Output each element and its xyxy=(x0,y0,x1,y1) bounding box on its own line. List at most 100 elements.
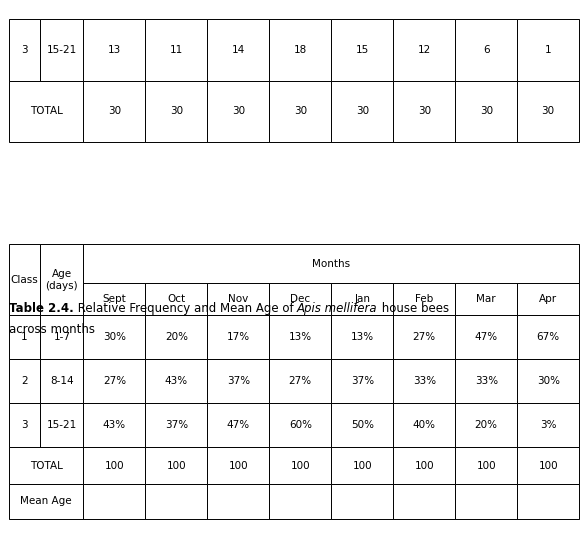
Bar xyxy=(145,359,208,403)
Text: 3: 3 xyxy=(21,420,28,430)
Bar xyxy=(83,403,145,447)
Bar xyxy=(41,19,83,81)
Bar xyxy=(9,484,83,519)
Bar xyxy=(269,19,331,81)
Bar xyxy=(208,283,269,315)
Bar xyxy=(517,447,579,484)
Text: 100: 100 xyxy=(229,461,248,470)
Text: 3%: 3% xyxy=(540,420,556,430)
Text: 6: 6 xyxy=(483,45,490,55)
Bar xyxy=(9,19,41,81)
Text: 14: 14 xyxy=(232,45,245,55)
Text: 30: 30 xyxy=(232,106,245,117)
Text: 15-21: 15-21 xyxy=(47,45,77,55)
Bar xyxy=(9,244,41,315)
Text: 43%: 43% xyxy=(165,376,188,386)
Text: Apis mellifera: Apis mellifera xyxy=(297,302,377,315)
Text: 20%: 20% xyxy=(165,332,188,342)
Bar xyxy=(208,81,269,142)
Text: 8-14: 8-14 xyxy=(50,376,74,386)
Text: 13%: 13% xyxy=(289,332,312,342)
Bar xyxy=(517,315,579,359)
Bar xyxy=(145,403,208,447)
Bar xyxy=(269,283,331,315)
Bar xyxy=(455,484,517,519)
Text: 100: 100 xyxy=(476,461,496,470)
Bar xyxy=(331,19,393,81)
Bar xyxy=(145,315,208,359)
Text: Apr: Apr xyxy=(539,294,557,304)
Text: Mar: Mar xyxy=(476,294,496,304)
Bar xyxy=(41,359,83,403)
Text: 30: 30 xyxy=(356,106,369,117)
Text: 30: 30 xyxy=(170,106,183,117)
Text: 33%: 33% xyxy=(475,376,498,386)
Bar xyxy=(83,315,145,359)
Text: 1: 1 xyxy=(21,332,28,342)
Text: 100: 100 xyxy=(352,461,372,470)
Bar xyxy=(83,484,145,519)
Text: 15: 15 xyxy=(356,45,369,55)
Text: 100: 100 xyxy=(105,461,124,470)
Text: 67%: 67% xyxy=(537,332,560,342)
Bar xyxy=(331,447,393,484)
Bar xyxy=(455,359,517,403)
Text: 40%: 40% xyxy=(413,420,436,430)
Bar xyxy=(269,447,331,484)
Bar xyxy=(83,244,579,283)
Bar xyxy=(517,403,579,447)
Bar xyxy=(9,81,83,142)
Bar xyxy=(9,315,41,359)
Text: 30: 30 xyxy=(542,106,554,117)
Text: Sept: Sept xyxy=(102,294,126,304)
Bar xyxy=(455,315,517,359)
Bar xyxy=(145,484,208,519)
Bar xyxy=(9,403,41,447)
Bar xyxy=(517,81,579,142)
Text: 27%: 27% xyxy=(289,376,312,386)
Text: 13%: 13% xyxy=(350,332,374,342)
Text: TOTAL: TOTAL xyxy=(29,461,62,470)
Text: 50%: 50% xyxy=(351,420,374,430)
Bar xyxy=(208,359,269,403)
Bar xyxy=(145,19,208,81)
Text: Age
(days): Age (days) xyxy=(46,269,78,291)
Bar xyxy=(83,283,145,315)
Text: TOTAL: TOTAL xyxy=(29,106,62,117)
Text: 37%: 37% xyxy=(350,376,374,386)
Bar xyxy=(393,484,455,519)
Bar xyxy=(41,403,83,447)
Text: Class: Class xyxy=(11,275,38,285)
Bar xyxy=(331,403,393,447)
Text: Dec: Dec xyxy=(290,294,310,304)
Bar xyxy=(41,244,83,315)
Bar xyxy=(208,447,269,484)
Bar xyxy=(393,315,455,359)
Text: 30: 30 xyxy=(108,106,121,117)
Bar xyxy=(517,19,579,81)
Text: 30: 30 xyxy=(294,106,307,117)
Bar xyxy=(393,447,455,484)
Bar xyxy=(331,315,393,359)
Text: 37%: 37% xyxy=(165,420,188,430)
Bar xyxy=(517,484,579,519)
Bar xyxy=(269,359,331,403)
Bar xyxy=(83,359,145,403)
Bar xyxy=(455,81,517,142)
Bar xyxy=(145,283,208,315)
Bar xyxy=(331,359,393,403)
Bar xyxy=(269,81,331,142)
Text: Mean Age: Mean Age xyxy=(21,496,72,506)
Bar xyxy=(393,81,455,142)
Bar xyxy=(9,359,41,403)
Text: Feb: Feb xyxy=(415,294,433,304)
Text: 60%: 60% xyxy=(289,420,312,430)
Bar xyxy=(83,447,145,484)
Bar xyxy=(269,315,331,359)
Bar xyxy=(393,403,455,447)
Text: 12: 12 xyxy=(417,45,431,55)
Text: 30%: 30% xyxy=(103,332,126,342)
Text: across months: across months xyxy=(9,323,95,336)
Bar xyxy=(145,81,208,142)
Text: Nov: Nov xyxy=(228,294,249,304)
